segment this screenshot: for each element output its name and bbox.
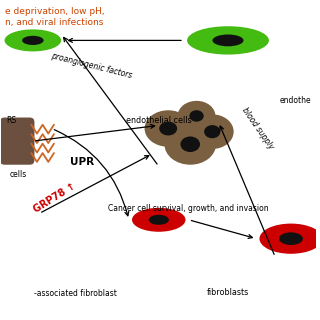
Ellipse shape (180, 137, 200, 152)
Ellipse shape (279, 232, 303, 245)
FancyArrowPatch shape (220, 126, 274, 254)
Text: endothe: endothe (280, 96, 312, 105)
FancyArrowPatch shape (36, 124, 155, 141)
Text: UPR: UPR (69, 156, 94, 167)
Text: Cancer cell survival, growth, and invasion: Cancer cell survival, growth, and invasi… (108, 204, 269, 213)
Text: -associated fibroblast: -associated fibroblast (35, 289, 117, 298)
FancyArrowPatch shape (42, 156, 149, 212)
Ellipse shape (145, 110, 192, 147)
Ellipse shape (187, 26, 269, 55)
Ellipse shape (22, 36, 44, 45)
Ellipse shape (148, 215, 169, 225)
Text: endothelial cells: endothelial cells (126, 116, 192, 125)
Ellipse shape (4, 29, 61, 52)
FancyArrowPatch shape (191, 220, 252, 238)
Ellipse shape (204, 125, 220, 138)
Text: blood supply: blood supply (240, 106, 276, 151)
Text: e deprivation, low pH,
n, and viral infections: e deprivation, low pH, n, and viral infe… (4, 7, 104, 27)
Text: cells: cells (9, 170, 27, 179)
Ellipse shape (164, 124, 216, 165)
FancyBboxPatch shape (0, 117, 35, 165)
Text: fibroblasts: fibroblasts (207, 288, 249, 297)
Ellipse shape (260, 224, 320, 254)
Ellipse shape (178, 101, 215, 131)
FancyArrowPatch shape (68, 38, 181, 42)
Text: RS: RS (6, 116, 16, 125)
FancyArrowPatch shape (54, 130, 129, 216)
Ellipse shape (212, 35, 244, 46)
Ellipse shape (189, 110, 204, 122)
Ellipse shape (159, 122, 177, 135)
Ellipse shape (191, 114, 234, 149)
FancyArrowPatch shape (64, 37, 157, 164)
Ellipse shape (132, 208, 186, 232)
Text: proangiogenic factors: proangiogenic factors (50, 51, 132, 80)
Text: GRP78 ↑: GRP78 ↑ (31, 181, 77, 215)
